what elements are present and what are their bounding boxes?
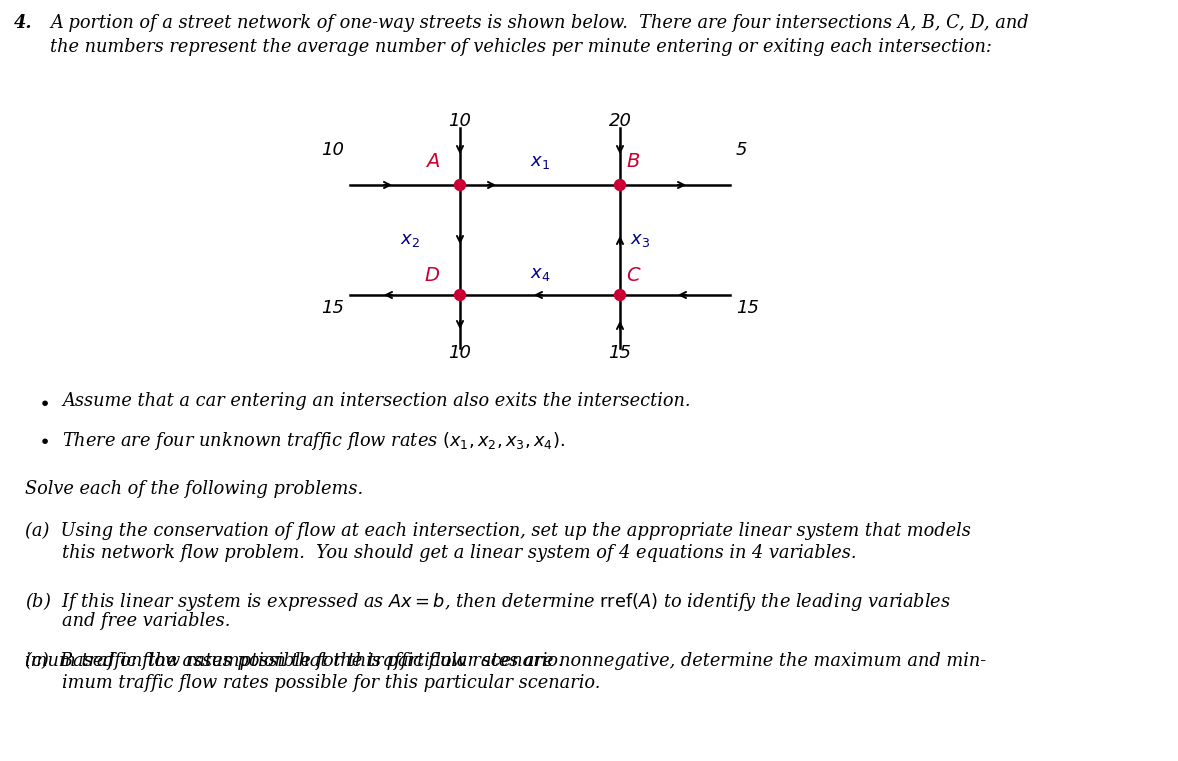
Text: $\mathit{A}$: $\mathit{A}$ (425, 152, 441, 171)
Text: $\bullet$: $\bullet$ (38, 392, 49, 411)
Text: 20: 20 (609, 112, 631, 130)
Text: 15: 15 (320, 299, 344, 317)
Text: $x_3$: $x_3$ (630, 231, 650, 249)
Text: imum traffic flow rates possible for this particular scenario.: imum traffic flow rates possible for thi… (25, 652, 563, 670)
Text: (a)  Using the conservation of flow at each intersection, set up the appropriate: (a) Using the conservation of flow at ea… (25, 522, 971, 540)
Text: 10: 10 (449, 344, 471, 362)
Text: 15: 15 (609, 344, 631, 362)
Text: $x_1$: $x_1$ (530, 153, 550, 171)
Text: There are four unknown traffic flow rates $(x_1, x_2, x_3, x_4).$: There are four unknown traffic flow rate… (62, 430, 564, 452)
Text: $\mathit{C}$: $\mathit{C}$ (626, 266, 642, 285)
Text: and free variables.: and free variables. (62, 612, 231, 630)
Text: imum traffic flow rates possible for this particular scenario.: imum traffic flow rates possible for thi… (62, 674, 601, 692)
Text: 15: 15 (736, 299, 759, 317)
Text: 5: 5 (736, 141, 748, 159)
Text: $\bullet$: $\bullet$ (38, 430, 49, 449)
Text: Assume that a car entering an intersection also exits the intersection.: Assume that a car entering an intersecti… (62, 392, 690, 410)
Text: $x_4$: $x_4$ (530, 265, 550, 283)
Circle shape (615, 289, 626, 301)
Circle shape (455, 289, 465, 301)
Text: 4.: 4. (14, 14, 33, 32)
Text: $\mathit{B}$: $\mathit{B}$ (626, 152, 640, 171)
Text: this network flow problem.  You should get a linear system of 4 equations in 4 v: this network flow problem. You should ge… (62, 544, 856, 562)
Text: (c)  Based on the assumption that the traffic flow rates are nonnegative, determ: (c) Based on the assumption that the tra… (25, 652, 986, 670)
Circle shape (455, 180, 465, 190)
Text: 10: 10 (449, 112, 471, 130)
Text: $\mathit{D}$: $\mathit{D}$ (424, 266, 441, 285)
Text: 10: 10 (320, 141, 344, 159)
Text: A portion of a street network of one-way streets is shown below.  There are four: A portion of a street network of one-way… (49, 14, 1028, 32)
Text: $x_2$: $x_2$ (401, 231, 421, 249)
Text: the numbers represent the average number of vehicles per minute entering or exit: the numbers represent the average number… (49, 38, 992, 56)
Text: Solve each of the following problems.: Solve each of the following problems. (25, 480, 363, 498)
Circle shape (615, 180, 626, 190)
Text: (b)  If this linear system is expressed as $Ax = b$, then determine $\mathrm{rre: (b) If this linear system is expressed a… (25, 590, 951, 613)
